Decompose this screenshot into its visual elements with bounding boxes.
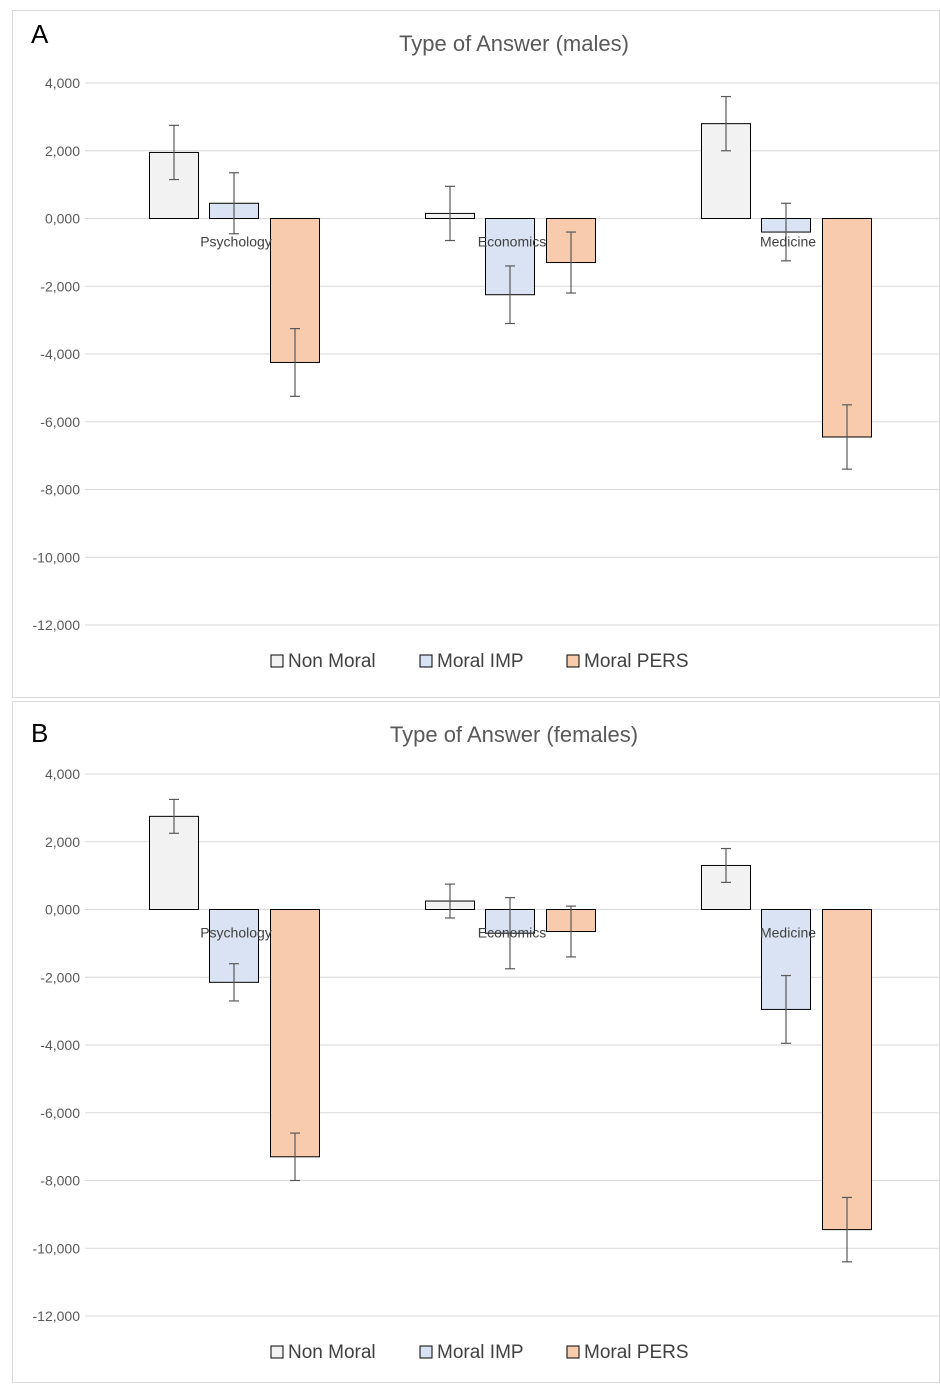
error-bar <box>290 327 300 397</box>
y-tick-label: -6,000 <box>40 414 80 430</box>
category-label: Economics <box>478 234 546 250</box>
chart-panel-a: A Type of Answer (males) 4,000 2,000 0,000 -2… <box>12 10 940 698</box>
y-tick-label: -8,000 <box>40 482 80 498</box>
error-bar <box>505 265 515 325</box>
y-tick-label: -12,000 <box>33 1308 81 1324</box>
bar-moral-pers <box>270 909 320 1158</box>
error-bar <box>842 1196 852 1263</box>
panel-letter: A <box>31 19 49 49</box>
y-tick-label: -12,000 <box>33 617 81 633</box>
chart-title: Type of Answer (males) <box>399 31 629 56</box>
legend-label: Moral IMP <box>437 1342 524 1363</box>
chart-b-svg: B Type of Answer (females) 4,000 2,000 0,000… <box>31 718 939 1363</box>
y-tick-label: 4,000 <box>45 766 80 782</box>
error-bar <box>445 883 455 919</box>
chart-title: Type of Answer (females) <box>390 722 638 747</box>
y-tick-label: -10,000 <box>33 549 81 565</box>
legend-label: Moral PERS <box>584 651 689 672</box>
error-bar <box>290 1132 300 1182</box>
legend-label: Moral PERS <box>584 1342 689 1363</box>
legend-swatch <box>566 1345 580 1359</box>
category-label: Psychology <box>200 925 272 941</box>
legend-swatch <box>566 654 580 668</box>
y-tick-label: -8,000 <box>40 1173 80 1189</box>
category-label: Economics <box>478 925 546 941</box>
error-bar <box>229 172 239 235</box>
error-bar <box>445 185 455 242</box>
legend-swatch <box>270 654 284 668</box>
y-tick-label: -4,000 <box>40 346 80 362</box>
legend-label: Non Moral <box>288 1342 376 1363</box>
y-tick-label: 4,000 <box>45 75 80 91</box>
y-tick-label: -6,000 <box>40 1105 80 1121</box>
legend-label: Moral IMP <box>437 651 524 672</box>
error-bar <box>781 202 791 262</box>
y-tick-label: -10,000 <box>33 1240 81 1256</box>
bar-moral-pers <box>822 909 872 1231</box>
y-tick-label: 2,000 <box>45 834 80 850</box>
y-tick-label: -4,000 <box>40 1037 80 1053</box>
legend-swatch <box>419 1345 433 1359</box>
error-bar <box>566 231 576 294</box>
error-bar <box>721 847 731 883</box>
error-bar <box>721 95 731 152</box>
category-label: Medicine <box>760 925 816 941</box>
y-tick-label: -2,000 <box>40 969 80 985</box>
error-bar <box>566 905 576 958</box>
y-tick-label: 0,000 <box>45 902 80 918</box>
bar-moral-pers <box>822 218 872 438</box>
y-tick-label: -2,000 <box>40 278 80 294</box>
y-tick-label: 0,000 <box>45 211 80 227</box>
chart-panel-b: B Type of Answer (females) 4,000 2,000 0,000… <box>12 701 940 1383</box>
legend-swatch <box>419 654 433 668</box>
error-bar <box>842 404 852 470</box>
error-bar <box>505 897 515 970</box>
error-bar <box>229 963 239 1002</box>
y-tick-label: 2,000 <box>45 143 80 159</box>
panel-letter: B <box>31 718 48 748</box>
error-bar <box>169 124 179 181</box>
category-label: Medicine <box>760 234 816 250</box>
category-label: Psychology <box>200 234 272 250</box>
error-bar <box>169 798 179 834</box>
chart-a-svg: A Type of Answer (males) 4,000 2,000 0,000 -2… <box>31 19 939 672</box>
legend-label: Non Moral <box>288 651 376 672</box>
legend-swatch <box>270 1345 284 1359</box>
error-bar <box>781 974 791 1044</box>
